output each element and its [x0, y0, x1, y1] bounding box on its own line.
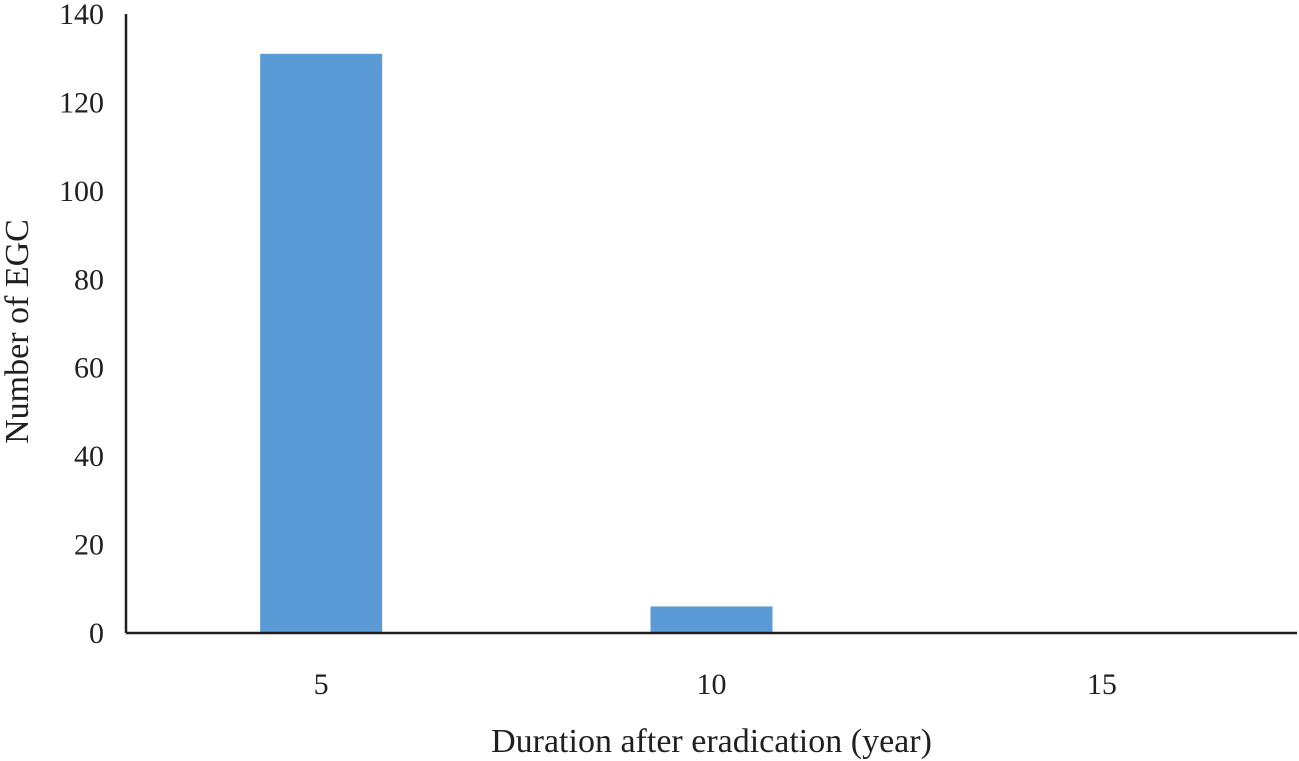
bars-group — [260, 53, 773, 634]
y-tick-label: 80 — [74, 263, 104, 296]
y-tick-label: 140 — [59, 0, 104, 31]
y-tick-label: 100 — [59, 175, 104, 208]
x-tick-label: 10 — [697, 668, 727, 701]
bar — [260, 53, 383, 634]
y-tick-label: 0 — [89, 617, 104, 650]
y-tick-label: 60 — [74, 352, 104, 385]
y-axis-title: Number of EGC — [0, 219, 36, 444]
x-tick-label: 5 — [314, 668, 329, 701]
y-tick-label: 20 — [74, 529, 104, 562]
y-tick-label: 120 — [59, 86, 104, 119]
y-tick-label: 40 — [74, 440, 104, 473]
x-axis-title: Duration after eradication (year) — [491, 723, 932, 760]
bar — [650, 606, 773, 633]
x-tick-labels: 5 10 15 — [314, 668, 1117, 701]
x-tick-label: 15 — [1087, 668, 1117, 701]
y-tick-labels: 0 20 40 60 80 100 120 140 — [59, 0, 104, 650]
